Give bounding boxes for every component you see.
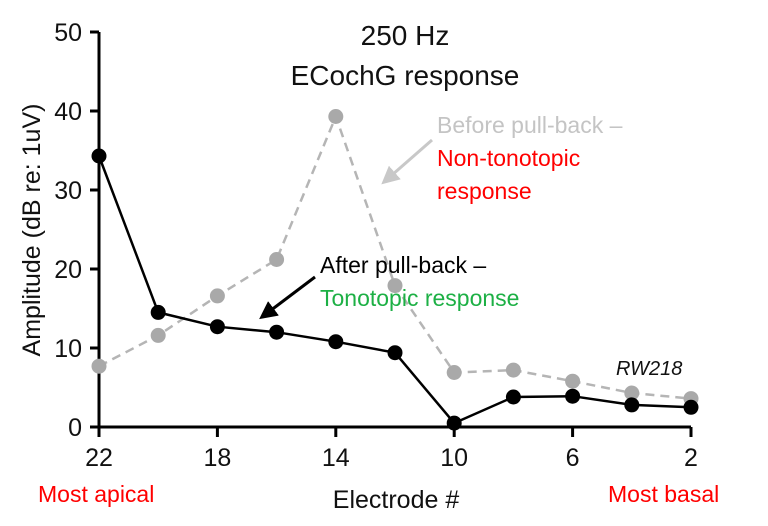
series-after-pull-back bbox=[91, 148, 699, 431]
annotation-subject-id: RW218 bbox=[616, 358, 682, 380]
x-tick-label-6: 6 bbox=[566, 444, 580, 472]
y-tick-label-20: 20 bbox=[54, 256, 82, 284]
after-pull-back-point-18 bbox=[209, 319, 225, 335]
after-pull-back-point-6 bbox=[565, 388, 581, 404]
x-tick-label-2: 2 bbox=[684, 444, 698, 472]
arrow-after bbox=[259, 275, 316, 320]
annotation-before-line1: Before pull-back – bbox=[437, 112, 623, 138]
y-tick-label-30: 30 bbox=[54, 177, 82, 205]
before-pull-back-point-10 bbox=[446, 365, 462, 380]
arrow-before bbox=[381, 138, 433, 185]
after-pull-back-point-22 bbox=[91, 148, 107, 164]
y-tick-label-0: 0 bbox=[68, 414, 82, 442]
before-pull-back-point-18 bbox=[209, 288, 225, 304]
annotation-before-line2: Non-tonotopic bbox=[437, 145, 580, 171]
after-pull-back-point-10 bbox=[446, 415, 462, 431]
before-pull-back-point-14 bbox=[328, 109, 344, 124]
y-tick-label-40: 40 bbox=[54, 98, 82, 126]
label-most-apical: Most apical bbox=[38, 481, 154, 507]
chart-title: 250 Hz bbox=[361, 20, 450, 51]
y-tick-label-10: 10 bbox=[54, 335, 82, 363]
before-pull-back-point-16 bbox=[269, 252, 285, 267]
y-axis-title: Amplitude (dB re: 1uV) bbox=[18, 104, 46, 357]
annotation-after-line2: Tonotopic response bbox=[320, 285, 519, 311]
before-pull-back-point-20 bbox=[150, 327, 166, 343]
after-pull-back-point-4 bbox=[624, 397, 640, 413]
after-pull-back-point-14 bbox=[328, 334, 344, 350]
before-pull-back-point-22 bbox=[91, 358, 107, 374]
x-axis-title: Electrode # bbox=[333, 486, 460, 514]
y-ticks bbox=[90, 30, 99, 429]
x-tick-labels: 22 18 14 10 6 2 bbox=[85, 444, 698, 472]
annotation-before-line3: response bbox=[437, 178, 532, 204]
after-pull-back-point-2 bbox=[683, 399, 699, 415]
y-tick-label-50: 50 bbox=[54, 19, 82, 47]
x-tick-label-18: 18 bbox=[203, 444, 231, 472]
x-tick-label-10: 10 bbox=[440, 444, 468, 472]
after-pull-back-point-20 bbox=[150, 304, 166, 320]
chart-subtitle: ECochG response bbox=[291, 60, 520, 91]
series-before-pull-back bbox=[91, 109, 699, 407]
after-pull-back-point-16 bbox=[269, 324, 285, 340]
x-tick-label-14: 14 bbox=[322, 444, 350, 472]
after-pull-back-point-12 bbox=[387, 345, 403, 361]
before-pull-back-point-12 bbox=[387, 278, 403, 294]
after-pull-back-point-8 bbox=[505, 389, 521, 405]
y-tick-labels: 0 10 20 30 40 50 bbox=[54, 19, 82, 442]
before-pull-back-point-8 bbox=[505, 362, 521, 378]
annotation-after-line1: After pull-back – bbox=[320, 252, 486, 278]
label-most-basal: Most basal bbox=[608, 481, 719, 507]
before-pull-back-point-6 bbox=[565, 373, 581, 389]
before-pull-back-point-4 bbox=[624, 385, 640, 401]
x-tick-label-22: 22 bbox=[85, 444, 113, 472]
